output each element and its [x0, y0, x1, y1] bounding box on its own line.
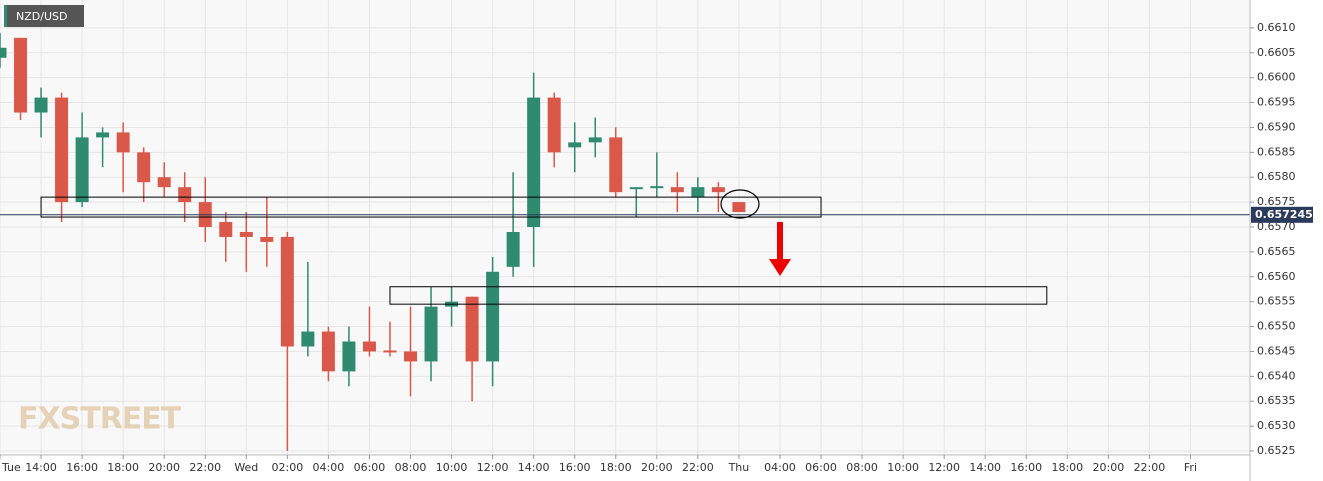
- current-price-label: 0.657245: [1255, 208, 1313, 221]
- y-tick-label: 0.6525: [1257, 444, 1296, 457]
- x-tick-label: 10:00: [887, 461, 919, 474]
- y-tick-label: 0.6570: [1257, 220, 1296, 233]
- candle-body: [383, 350, 397, 353]
- x-tick-label: 22:00: [682, 461, 714, 474]
- y-tick-label: 0.6545: [1257, 344, 1296, 357]
- x-tick-label: 16:00: [66, 461, 98, 474]
- x-tick-label: 22:00: [189, 461, 221, 474]
- x-tick-label: 18:00: [107, 461, 139, 474]
- candle-body: [14, 37, 28, 113]
- candle-body: [629, 187, 643, 190]
- y-tick-label: 0.6585: [1257, 145, 1296, 158]
- x-tick-label: 08:00: [846, 461, 878, 474]
- arrow-head: [769, 259, 791, 276]
- candle-body: [116, 132, 130, 153]
- candle-body: [0, 47, 7, 58]
- symbol-accent: [4, 5, 7, 27]
- y-tick-label: 0.6540: [1257, 369, 1296, 382]
- axes: 0.6525 0.6530 0.6535 0.6540 0.6545 0.6550 0.65…: [0, 21, 1313, 474]
- candle-body: [547, 97, 561, 153]
- x-tick-label: 20:00: [641, 461, 673, 474]
- candle-body: [711, 187, 725, 193]
- candle-body: [260, 236, 274, 242]
- candle-body: [486, 271, 500, 362]
- candle-body: [219, 222, 233, 237]
- candle-body: [301, 331, 315, 347]
- watermark: FXSTREET: [18, 402, 182, 437]
- candle-body: [137, 152, 151, 183]
- x-tick-label: 14:00: [518, 461, 550, 474]
- y-tick-label: 0.6610: [1257, 21, 1296, 34]
- current-price-tag: [1251, 206, 1313, 223]
- candle-body: [732, 202, 746, 213]
- plot-area: [0, 32, 1250, 452]
- candle-body: [650, 186, 664, 189]
- y-tick-label: 0.6560: [1257, 270, 1296, 283]
- candle-body: [34, 97, 48, 113]
- y-tick-label: 0.6600: [1257, 71, 1296, 84]
- candle-body: [75, 137, 89, 203]
- candle-body: [362, 341, 376, 352]
- y-tick-label: 0.6580: [1257, 170, 1296, 183]
- x-tick-label: 04:00: [313, 461, 345, 474]
- symbol-label: NZD/USD: [16, 10, 67, 23]
- candle-body: [527, 97, 541, 228]
- x-tick-label: Wed: [234, 461, 258, 474]
- x-tick-label: 18:00: [600, 461, 632, 474]
- candle-body: [96, 132, 110, 138]
- x-tick-label: 18:00: [1051, 461, 1083, 474]
- x-tick-label: 12:00: [477, 461, 509, 474]
- y-tick-label: 0.6595: [1257, 96, 1296, 109]
- candle-body: [465, 296, 479, 362]
- x-tick-label: 04:00: [764, 461, 796, 474]
- candle-body: [506, 231, 520, 267]
- candle-body: [588, 137, 602, 143]
- candle-body: [178, 187, 192, 203]
- x-tick-label: 14:00: [25, 461, 57, 474]
- candle-body: [691, 187, 705, 198]
- y-tick-label: 0.6590: [1257, 120, 1296, 133]
- candle-body: [239, 231, 253, 237]
- zone-box: [389, 286, 1048, 305]
- x-tick-label: Tue: [1, 461, 21, 474]
- x-tick-label: 14:00: [969, 461, 1001, 474]
- y-tick-label: 0.6535: [1257, 394, 1296, 407]
- x-tick-label: Thu: [728, 461, 750, 474]
- y-tick-label: 0.6555: [1257, 295, 1296, 308]
- arrow-shaft: [777, 222, 783, 260]
- candle-body: [404, 351, 418, 362]
- candle-body: [280, 236, 294, 347]
- x-tick-label: 16:00: [1010, 461, 1042, 474]
- candle-body: [609, 137, 623, 193]
- symbol-box: [4, 5, 84, 27]
- x-tick-label: 02:00: [272, 461, 304, 474]
- x-tick-label: Fri: [1184, 461, 1197, 474]
- grid: [0, 0, 1250, 455]
- x-tick-label: 10:00: [436, 461, 468, 474]
- candle-body: [157, 177, 171, 188]
- x-tick-label: 16:00: [559, 461, 591, 474]
- x-tick-label: 06:00: [354, 461, 386, 474]
- zone-box: [40, 196, 822, 218]
- x-tick-label: 22:00: [1134, 461, 1166, 474]
- candle-body: [55, 97, 69, 203]
- candle-body: [670, 187, 684, 193]
- down-arrow: [769, 222, 791, 276]
- candle-body: [321, 331, 335, 372]
- x-tick-label: 08:00: [395, 461, 427, 474]
- y-tick-label: 0.6550: [1257, 320, 1296, 333]
- candle-body: [424, 306, 438, 362]
- highlight-circle: [720, 189, 760, 219]
- x-tick-label: 20:00: [1093, 461, 1125, 474]
- y-tick-label: 0.6565: [1257, 245, 1296, 258]
- x-tick-label: 20:00: [148, 461, 180, 474]
- x-tick-label: 06:00: [805, 461, 837, 474]
- y-tick-label: 0.6575: [1257, 195, 1296, 208]
- candle-body: [568, 142, 582, 148]
- y-tick-label: 0.6530: [1257, 419, 1296, 432]
- y-tick-label: 0.6605: [1257, 46, 1296, 59]
- x-tick-label: 12:00: [928, 461, 960, 474]
- candle-body: [342, 341, 356, 372]
